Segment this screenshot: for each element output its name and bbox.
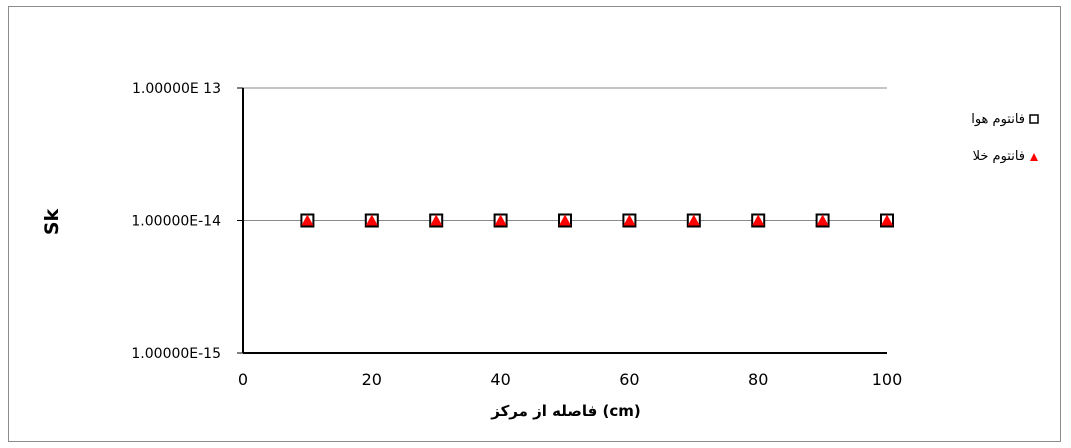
y-tick-labels: 1.00000E 13 1.00000E-14 1.00000E-15 xyxy=(131,81,243,362)
x-axis-title: فاصله از مرکز (cm) xyxy=(490,402,641,420)
marker-vacuum-phantom xyxy=(881,214,893,226)
y-tick-label: 1.00000E 13 xyxy=(132,81,221,97)
data-markers xyxy=(300,213,894,228)
legend-label-air-phantom: فانتوم هوا xyxy=(971,112,1025,127)
legend: فانتوم هوا فانتوم خلا xyxy=(971,112,1039,164)
x-tick-label: 100 xyxy=(872,370,903,389)
legend-marker-square xyxy=(1029,114,1039,124)
marker-vacuum-phantom xyxy=(559,214,571,226)
x-tick-label: 80 xyxy=(748,370,768,389)
x-tick-labels: 0 20 40 60 80 100 xyxy=(238,370,902,389)
x-tick-label: 20 xyxy=(362,370,382,389)
gridlines xyxy=(243,87,887,221)
marker-vacuum-phantom xyxy=(687,214,700,226)
marker-vacuum-phantom xyxy=(816,214,829,226)
y-tick-label: 1.00000E-14 xyxy=(131,214,221,230)
x-tick-label: 60 xyxy=(619,370,639,389)
legend-label-vacuum-phantom: فانتوم خلا xyxy=(973,149,1025,164)
x-tick-label: 0 xyxy=(238,370,248,389)
marker-vacuum-phantom xyxy=(365,214,378,226)
marker-vacuum-phantom xyxy=(494,214,507,226)
legend-marker-triangle xyxy=(1030,153,1038,161)
chart-frame xyxy=(8,6,1061,442)
x-tick-label: 40 xyxy=(490,370,510,389)
marker-vacuum-phantom xyxy=(430,214,443,226)
marker-vacuum-phantom xyxy=(623,214,636,226)
marker-vacuum-phantom xyxy=(752,214,765,226)
y-axis-title: Sk xyxy=(41,208,63,235)
y-tick-label: 1.00000E-15 xyxy=(131,346,221,362)
marker-vacuum-phantom xyxy=(301,214,314,226)
